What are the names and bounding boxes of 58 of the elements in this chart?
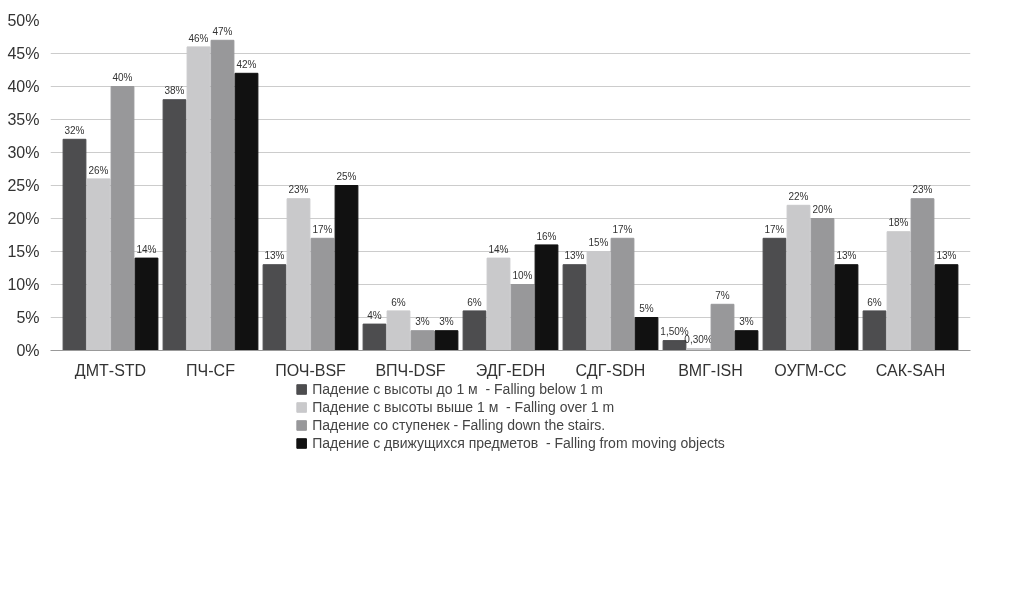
legend-label: Падение со ступенек - Falling down the stairs. — [312, 417, 606, 433]
data-label: 22% — [788, 191, 809, 202]
y-tick-label: 50% — [7, 12, 40, 29]
data-label: 3% — [415, 316, 430, 328]
data-label: 7% — [715, 290, 730, 301]
data-label: 25% — [336, 171, 357, 183]
data-label: 23% — [288, 184, 309, 196]
y-tick-label: 40% — [7, 78, 40, 95]
x-tick-label: ДМТ-STD — [74, 361, 147, 379]
x-tick-label: САК-SAH — [875, 361, 946, 379]
y-tick-label: 20% — [7, 210, 40, 227]
data-label: 6% — [867, 296, 882, 308]
y-tick-label: 10% — [7, 276, 40, 293]
y-tick-label: 30% — [7, 144, 40, 161]
data-label: 17% — [612, 224, 633, 235]
data-label: 17% — [764, 224, 785, 235]
data-label: 13% — [936, 250, 957, 262]
y-tick-label: 15% — [7, 243, 40, 260]
data-label: 38% — [164, 85, 185, 97]
x-tick-label: ЭДГ-EDH — [475, 361, 546, 379]
data-label: 3% — [439, 316, 454, 328]
x-tick-label: ПОЧ-BSF — [275, 361, 347, 379]
x-tick-label: ОУГМ-CC — [774, 361, 847, 379]
data-label: 47% — [212, 26, 233, 37]
x-tick-label: ПЧ-CF — [186, 361, 236, 379]
data-label: 14% — [488, 243, 509, 255]
data-label: 13% — [264, 250, 285, 262]
data-label: 18% — [888, 217, 909, 229]
data-label: 20% — [812, 204, 833, 216]
y-tick-label: 25% — [7, 177, 40, 194]
y-tick-label: 35% — [7, 111, 40, 128]
data-label: 42% — [236, 59, 257, 70]
data-label: 32% — [64, 125, 85, 136]
data-label: 3% — [739, 316, 754, 328]
data-label: 6% — [391, 296, 406, 308]
legend-label: Падение с высоты выше 1 м - Falling over 1 m — [312, 399, 615, 415]
data-label: 46% — [188, 32, 209, 44]
y-tick-label: 45% — [7, 45, 40, 62]
x-tick-label: ВМГ-ISH — [678, 361, 743, 379]
data-label: 40% — [112, 72, 133, 84]
x-tick-label: СДГ-SDH — [575, 361, 646, 379]
legend-label: Падение с высоты до 1 м - Falling below 1 m — [312, 381, 603, 397]
data-label: 23% — [912, 184, 933, 196]
data-label: 13% — [564, 250, 585, 262]
y-tick-label: 5% — [16, 309, 40, 326]
data-label: 16% — [536, 230, 557, 242]
data-label: 13% — [836, 250, 857, 262]
data-label: 15% — [588, 237, 609, 249]
data-label: 5% — [639, 303, 654, 315]
data-label: 14% — [136, 243, 157, 255]
y-tick-label: 0% — [16, 342, 40, 359]
x-tick-label: ВПЧ-DSF — [375, 361, 446, 379]
data-label: 10% — [512, 270, 533, 282]
data-label: 26% — [88, 164, 109, 176]
data-label: 6% — [467, 296, 482, 308]
legend-label: Падение с движущихся предметов - Falling from moving objects — [312, 435, 725, 451]
data-label: 17% — [312, 224, 333, 235]
data-label: 4% — [367, 309, 382, 321]
